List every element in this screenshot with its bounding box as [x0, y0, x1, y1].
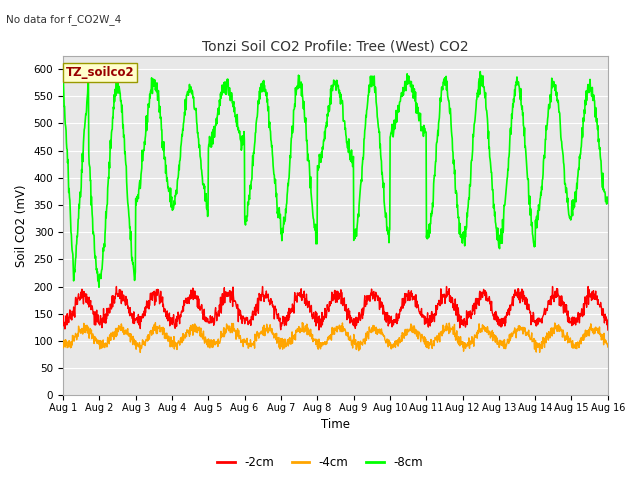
- X-axis label: Time: Time: [321, 419, 350, 432]
- Text: TZ_soilco2: TZ_soilco2: [66, 66, 134, 79]
- Legend: -2cm, -4cm, -8cm: -2cm, -4cm, -8cm: [212, 452, 428, 474]
- Y-axis label: Soil CO2 (mV): Soil CO2 (mV): [15, 184, 28, 266]
- Title: Tonzi Soil CO2 Profile: Tree (West) CO2: Tonzi Soil CO2 Profile: Tree (West) CO2: [202, 39, 468, 53]
- Text: No data for f_CO2W_4: No data for f_CO2W_4: [6, 14, 122, 25]
